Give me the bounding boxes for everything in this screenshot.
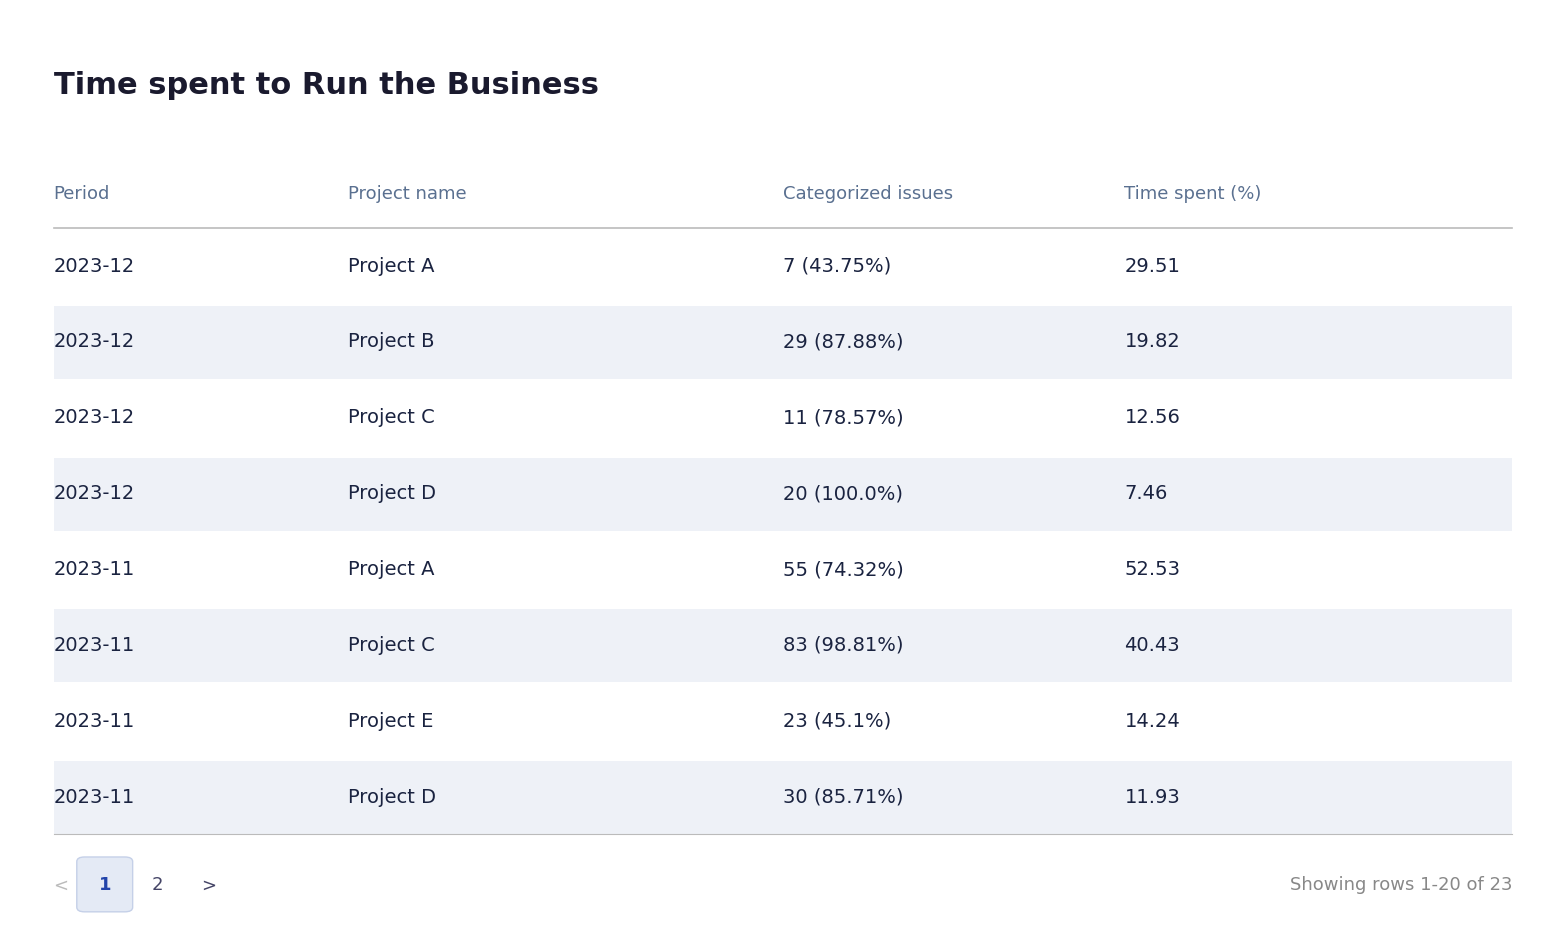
- Text: 2023-12: 2023-12: [53, 257, 135, 275]
- Text: 11 (78.57%): 11 (78.57%): [783, 408, 904, 426]
- FancyBboxPatch shape: [53, 458, 1513, 531]
- Text: 19.82: 19.82: [1124, 332, 1181, 351]
- Text: >: >: [200, 875, 216, 894]
- Text: 83 (98.81%): 83 (98.81%): [783, 635, 904, 654]
- Text: Project E: Project E: [348, 711, 434, 730]
- Text: Project D: Project D: [348, 484, 437, 502]
- Text: 14.24: 14.24: [1124, 711, 1181, 730]
- Text: Project name: Project name: [348, 185, 467, 203]
- Text: Project C: Project C: [348, 408, 435, 426]
- FancyBboxPatch shape: [53, 307, 1513, 379]
- FancyBboxPatch shape: [53, 231, 1513, 304]
- Text: 2: 2: [152, 875, 163, 894]
- Text: 30 (85.71%): 30 (85.71%): [783, 787, 904, 806]
- Text: 2023-12: 2023-12: [53, 332, 135, 351]
- Text: Project A: Project A: [348, 560, 435, 578]
- Text: 29.51: 29.51: [1124, 257, 1181, 275]
- Text: 2023-11: 2023-11: [53, 711, 135, 730]
- Text: Time spent to Run the Business: Time spent to Run the Business: [53, 70, 598, 100]
- Text: 12.56: 12.56: [1124, 408, 1181, 426]
- Text: Project C: Project C: [348, 635, 435, 654]
- Text: Project D: Project D: [348, 787, 437, 806]
- Text: 2023-12: 2023-12: [53, 408, 135, 426]
- FancyBboxPatch shape: [53, 761, 1513, 834]
- Text: Categorized issues: Categorized issues: [783, 185, 954, 203]
- Text: 1: 1: [99, 875, 111, 894]
- Text: Project B: Project B: [348, 332, 435, 351]
- FancyBboxPatch shape: [53, 382, 1513, 455]
- Text: Time spent (%): Time spent (%): [1124, 185, 1262, 203]
- Text: Project A: Project A: [348, 257, 435, 275]
- Text: Period: Period: [53, 185, 110, 203]
- Text: 55 (74.32%): 55 (74.32%): [783, 560, 904, 578]
- FancyBboxPatch shape: [53, 534, 1513, 607]
- Text: 29 (87.88%): 29 (87.88%): [783, 332, 904, 351]
- Text: 7 (43.75%): 7 (43.75%): [783, 257, 891, 275]
- Text: 40.43: 40.43: [1124, 635, 1181, 654]
- Text: 2023-11: 2023-11: [53, 635, 135, 654]
- Text: 52.53: 52.53: [1124, 560, 1181, 578]
- FancyBboxPatch shape: [53, 610, 1513, 682]
- Text: 20 (100.0%): 20 (100.0%): [783, 484, 904, 502]
- FancyBboxPatch shape: [77, 857, 133, 912]
- Text: <: <: [53, 875, 69, 894]
- Text: 2023-11: 2023-11: [53, 787, 135, 806]
- Text: 2023-12: 2023-12: [53, 484, 135, 502]
- FancyBboxPatch shape: [53, 685, 1513, 758]
- Text: 7.46: 7.46: [1124, 484, 1168, 502]
- Text: 2023-11: 2023-11: [53, 560, 135, 578]
- Text: 11.93: 11.93: [1124, 787, 1181, 806]
- Text: 23 (45.1%): 23 (45.1%): [783, 711, 891, 730]
- Text: Showing rows 1-20 of 23: Showing rows 1-20 of 23: [1290, 875, 1513, 894]
